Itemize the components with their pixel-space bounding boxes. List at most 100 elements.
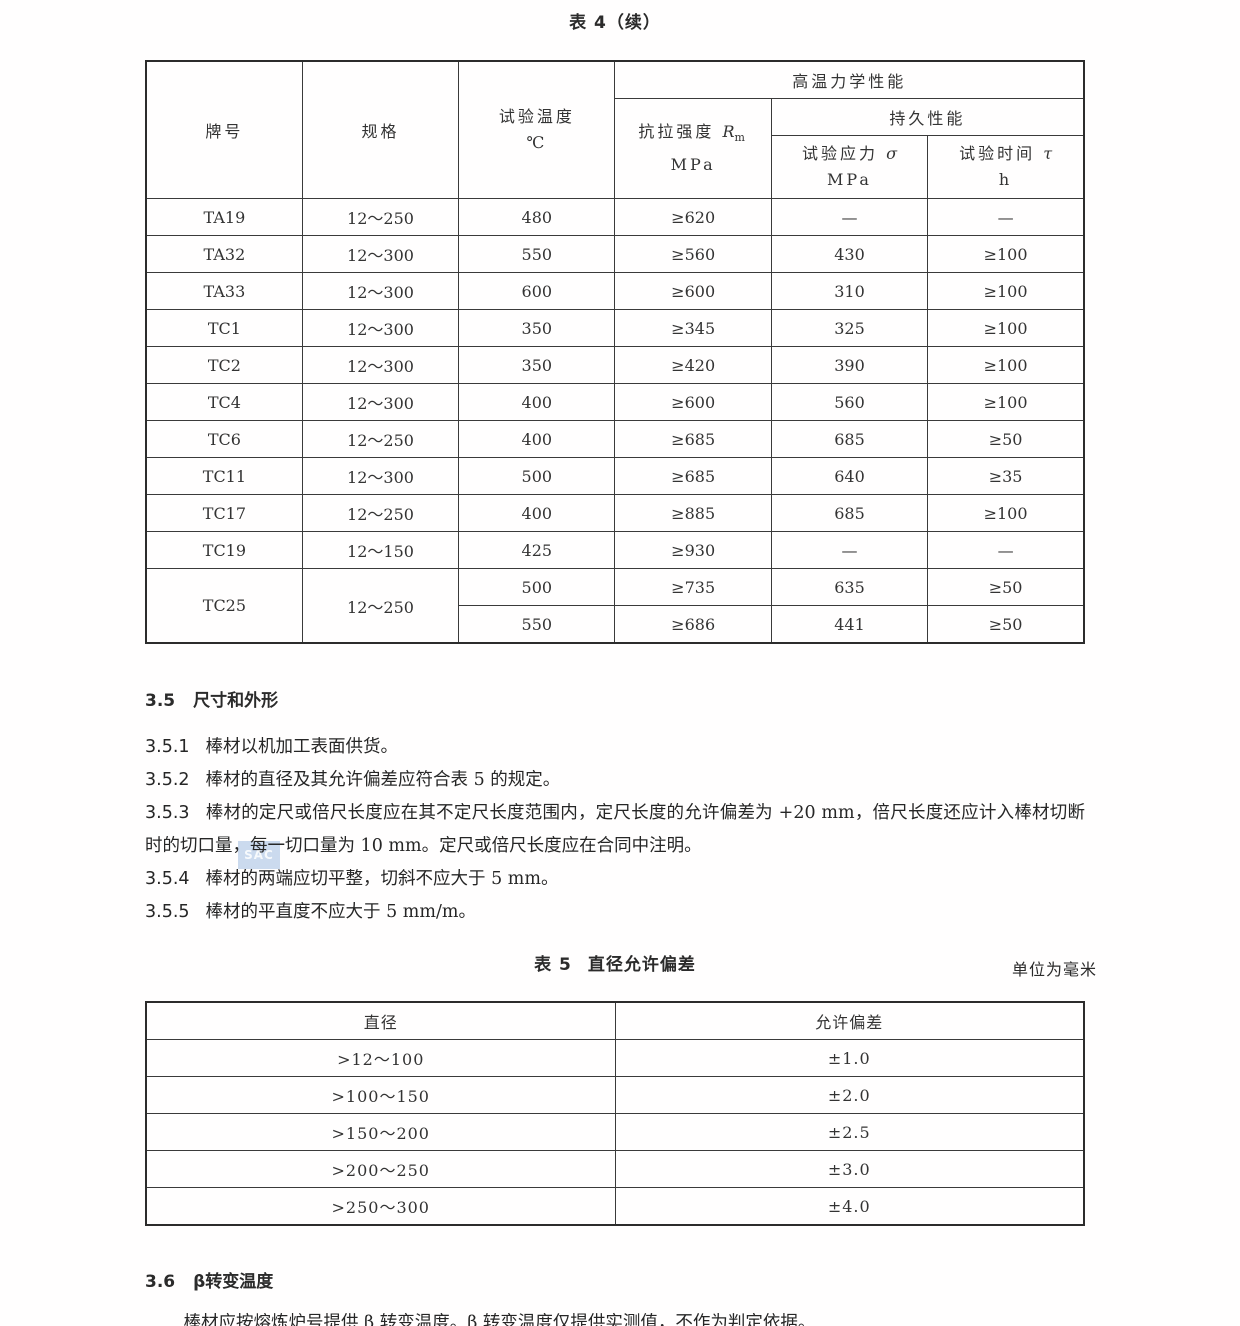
cell-rm: ≥345 (614, 309, 772, 347)
header-grade: 牌号 (145, 60, 303, 199)
clause-text: 棒材的定尺或倍尺长度应在其不定尺长度范围内，定尺长度的允许偏差为 +20 mm，… (145, 803, 1085, 856)
cell-diameter: >250～300 (145, 1187, 616, 1226)
cell-grade: TA33 (145, 272, 303, 310)
section-3-5-heading: 3.5 尺寸和外形 (145, 689, 1085, 713)
cell-grade: TC2 (145, 346, 303, 384)
cell-stress: 685 (770, 420, 929, 458)
cell-grade: TC25 (145, 568, 303, 644)
table4-row-tc25-a: TC25 12～250 500 ≥735 635 ≥50 (145, 568, 1085, 644)
header-test-time-unit: h (998, 170, 1013, 189)
table4-row: TC11 12～300 500 ≥685 640 ≥35 (145, 457, 1085, 495)
cell-time: ≥100 (927, 235, 1085, 273)
table5-caption-title: 直径允许偏差 (587, 955, 696, 975)
cell-spec: 12～300 (301, 272, 460, 310)
cell-stress: 325 (770, 309, 929, 347)
section-3-5-body: 3.5.1 棒材以机加工表面供货。 3.5.2 棒材的直径及其允许偏差应符合表 5 … (145, 731, 1085, 929)
cell-stress: — (770, 198, 929, 236)
cell-stress: 635 (770, 568, 929, 606)
header-spec: 规格 (301, 60, 460, 199)
cell-diameter: >12～100 (145, 1039, 616, 1077)
table5-caption: 表 5 直径允许偏差 (145, 953, 1085, 977)
cell-temp: 500 (458, 457, 616, 495)
table4-row: TC17 12～250 400 ≥885 685 ≥100 (145, 494, 1085, 532)
section-title: 尺寸和外形 (193, 691, 279, 711)
clause-3-5-1: 3.5.1 棒材以机加工表面供货。 (145, 731, 1085, 764)
cell-temp: 425 (458, 531, 616, 569)
cell-stress: 560 (770, 383, 929, 421)
cell-temp: 500 (458, 568, 616, 606)
table4-row: TA32 12～300 550 ≥560 430 ≥100 (145, 235, 1085, 273)
section-title: β转变温度 (193, 1272, 274, 1292)
clause-number: 3.5.4 (145, 869, 190, 889)
cell-diameter: >150～200 (145, 1113, 616, 1151)
clause-number: 3.5.5 (145, 902, 190, 922)
cell-time: ≥50 (927, 605, 1085, 644)
header-test-stress: 试验应力 σ MPa (770, 135, 929, 199)
clause-text: 棒材的两端应切平整，切斜不应大于 5 mm。 (205, 869, 559, 889)
clause-text: 棒材的直径及其允许偏差应符合表 5 的规定。 (205, 770, 561, 790)
clause-text: 棒材的平直度不应大于 5 mm/m。 (205, 902, 476, 922)
cell-time: ≥35 (927, 457, 1085, 495)
cell-grade: TC6 (145, 420, 303, 458)
cell-grade: TC11 (145, 457, 303, 495)
cell-stress: 310 (770, 272, 929, 310)
cell-stress: — (770, 531, 929, 569)
header-test-temp: 试验温度 ℃ (458, 60, 616, 199)
cell-grade: TC4 (145, 383, 303, 421)
table4-row: TC6 12～250 400 ≥685 685 ≥50 (145, 420, 1085, 458)
cell-rm: ≥560 (614, 235, 772, 273)
clause-3-5-3: 3.5.3 棒材的定尺或倍尺长度应在其不定尺长度范围内，定尺长度的允许偏差为 +2… (145, 797, 1085, 863)
cell-grade: TC19 (145, 531, 303, 569)
header-diameter: 直径 (145, 1001, 616, 1040)
clause-number: 3.5.2 (145, 770, 190, 790)
cell-deviation: ±2.0 (614, 1076, 1085, 1114)
cell-temp: 550 (458, 605, 616, 644)
clause-number: 3.5.1 (145, 737, 190, 757)
cell-temp: 350 (458, 346, 616, 384)
cell-stress: 685 (770, 494, 929, 532)
header-tensile-unit: MPa (670, 154, 716, 174)
header-deviation: 允许偏差 (614, 1001, 1085, 1040)
cell-spec: 12～300 (301, 383, 460, 421)
cell-spec: 12～300 (301, 346, 460, 384)
cell-temp: 550 (458, 235, 616, 273)
cell-rm: ≥620 (614, 198, 772, 236)
header-tensile-strength: 抗拉强度 Rm MPa (614, 98, 772, 199)
cell-rm: ≥685 (614, 420, 772, 458)
table5-row: >150～200 ±2.5 (145, 1113, 1085, 1151)
cell-spec: 12～250 (301, 568, 460, 644)
cell-deviation: ±3.0 (614, 1150, 1085, 1188)
cell-spec: 12～300 (301, 457, 460, 495)
cell-spec: 12～150 (301, 531, 460, 569)
cell-temp: 350 (458, 309, 616, 347)
cell-rm: ≥735 (614, 568, 772, 606)
page-content: 表 4（续） 牌号 规格 试验温度 ℃ 高温力学性能 抗拉强度 Rm MPa (145, 0, 1096, 1326)
table5-row: >12～100 ±1.0 (145, 1039, 1085, 1077)
cell-spec: 12～250 (301, 494, 460, 532)
table5-unit-note: 单位为毫米 (1011, 960, 1097, 979)
cell-diameter: >100～150 (145, 1076, 616, 1114)
cell-rm: ≥420 (614, 346, 772, 384)
cell-diameter: >200～250 (145, 1150, 616, 1188)
cell-stress: 430 (770, 235, 929, 273)
table5-header-row: 直径 允许偏差 (145, 1001, 1085, 1040)
cell-time: ≥100 (927, 346, 1085, 384)
cell-spec: 12～300 (301, 235, 460, 273)
table5-row: >250～300 ±4.0 (145, 1187, 1085, 1226)
cell-rm: ≥885 (614, 494, 772, 532)
table4-row: TC1 12～300 350 ≥345 325 ≥100 (145, 309, 1085, 347)
table5-caption-row: 表 5 直径允许偏差 单位为毫米 (145, 953, 1096, 979)
cell-rm: ≥930 (614, 531, 772, 569)
table5-caption-label: 表 5 (534, 955, 572, 975)
cell-rm: ≥600 (614, 272, 772, 310)
clause-3-5-4: 3.5.4 棒材的两端应切平整，切斜不应大于 5 mm。 (145, 863, 1085, 896)
cell-time: ≥100 (927, 309, 1085, 347)
header-test-stress-unit: MPa (826, 170, 872, 189)
cell-time: — (927, 531, 1085, 569)
table4-header-row2: 抗拉强度 Rm MPa 持久性能 (146, 98, 1085, 199)
section-number: 3.6 (145, 1272, 176, 1292)
table4: 牌号 规格 试验温度 ℃ 高温力学性能 抗拉强度 Rm MPa 持久性能 (145, 60, 1085, 644)
header-test-time-label: 试验时间 τ (959, 144, 1053, 163)
cell-temp: 400 (458, 420, 616, 458)
cell-deviation: ±1.0 (614, 1039, 1085, 1077)
